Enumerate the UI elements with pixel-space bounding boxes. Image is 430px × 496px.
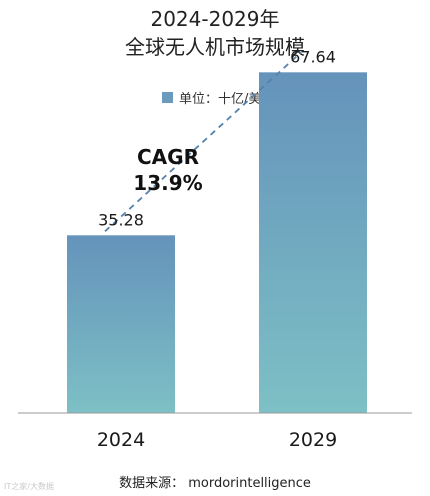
category-label-2024: 2024 <box>97 429 145 451</box>
bar-2029 <box>259 72 367 413</box>
cagr-value: 13.9% <box>133 171 203 195</box>
cagr-annotation: CAGR 13.9% <box>108 144 228 196</box>
watermark: IT之家/大数据 <box>4 482 54 491</box>
legend-swatch <box>162 92 173 103</box>
value-label-2029: 67.64 <box>290 47 336 66</box>
value-label-2024: 35.28 <box>98 210 144 229</box>
source-note: 数据来源： mordorintelligence <box>119 476 311 491</box>
trend-line <box>104 51 302 232</box>
category-label-2029: 2029 <box>289 429 337 451</box>
legend: 单位：十亿/美元 <box>162 88 274 107</box>
bar-2024 <box>67 235 175 413</box>
chart-title-line2: 全球无人机市场规模 <box>125 35 305 59</box>
legend-label: 单位：十亿/美元 <box>179 92 275 107</box>
cagr-label: CAGR <box>137 145 199 169</box>
chart-title-line1: 2024-2029年 <box>150 7 280 31</box>
